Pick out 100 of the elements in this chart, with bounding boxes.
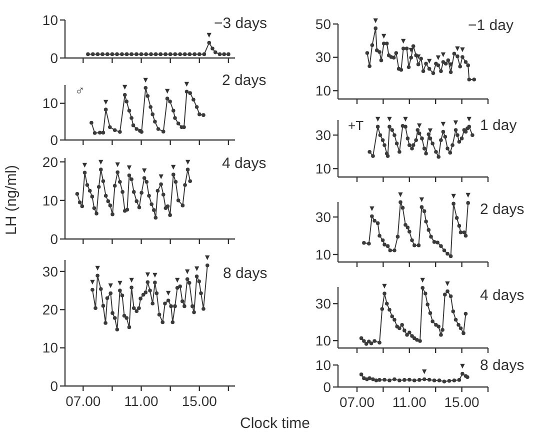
point — [182, 304, 186, 308]
y-tick-label: 0 — [50, 50, 58, 66]
point — [118, 130, 122, 134]
point — [464, 60, 468, 64]
point — [402, 378, 406, 382]
annotation: ▼ — [452, 118, 460, 127]
annotation: ▼ — [372, 16, 380, 26]
point — [92, 206, 96, 210]
point — [421, 69, 426, 74]
point — [130, 52, 134, 56]
point — [130, 177, 134, 182]
point — [101, 130, 106, 135]
point — [439, 69, 443, 74]
point — [368, 150, 372, 154]
point — [166, 298, 170, 302]
point — [222, 52, 226, 56]
annotation: ▼ — [169, 162, 178, 172]
point — [466, 201, 470, 205]
x-tick-label: 15.00 — [182, 393, 218, 409]
point — [124, 100, 129, 104]
point — [378, 340, 382, 345]
annotation: ▼ — [183, 266, 192, 276]
point — [451, 310, 456, 314]
point — [118, 288, 122, 292]
point — [130, 116, 134, 120]
point — [199, 291, 203, 296]
point — [105, 296, 110, 300]
point — [137, 205, 142, 210]
point — [422, 209, 426, 214]
point — [90, 120, 94, 125]
x-axis-title: Clock time — [240, 415, 310, 432]
point — [424, 220, 428, 224]
point — [183, 183, 187, 187]
point — [376, 124, 380, 129]
point — [187, 281, 192, 285]
annotation: ▼ — [205, 30, 214, 40]
point — [185, 277, 190, 281]
point — [80, 204, 84, 208]
point — [190, 304, 194, 308]
point — [194, 274, 199, 278]
point — [198, 52, 202, 56]
point — [422, 377, 426, 382]
point — [427, 378, 432, 382]
point — [152, 208, 156, 212]
point — [192, 52, 197, 56]
point — [436, 240, 440, 244]
chart-title: 4 days — [222, 155, 266, 172]
chart-title: 1 day — [480, 117, 518, 134]
x-tick-label: 07.00 — [339, 394, 375, 410]
point — [158, 52, 163, 56]
point — [156, 127, 160, 131]
x-tick-label: 15.00 — [444, 394, 480, 410]
point — [409, 56, 413, 60]
point — [150, 112, 155, 116]
point — [422, 146, 426, 150]
point — [446, 289, 450, 294]
point — [106, 52, 110, 56]
point — [398, 378, 402, 382]
point — [401, 46, 406, 50]
annotation: ▼ — [415, 121, 424, 130]
y-tick-label: 30 — [315, 296, 332, 312]
point — [131, 123, 136, 128]
point — [362, 240, 366, 245]
point — [420, 136, 424, 140]
point — [423, 292, 428, 296]
point — [418, 339, 422, 343]
annotation: ▼ — [426, 126, 434, 136]
point — [452, 378, 456, 382]
annotation: ▼ — [396, 190, 404, 199]
point — [400, 206, 405, 210]
point — [394, 51, 398, 55]
point — [118, 180, 122, 184]
chart-title: 8 days — [480, 357, 524, 374]
point — [115, 52, 119, 56]
point — [382, 143, 386, 148]
point — [171, 172, 176, 176]
point — [448, 254, 453, 258]
point — [368, 64, 372, 68]
annotation: ♂ — [75, 83, 85, 98]
annotation: ▼ — [173, 276, 182, 285]
point — [120, 52, 124, 56]
point — [454, 128, 458, 132]
point — [371, 377, 375, 382]
point — [392, 56, 396, 60]
point — [161, 130, 166, 134]
point — [96, 185, 101, 189]
point — [94, 212, 98, 216]
point — [186, 168, 190, 172]
point — [454, 318, 458, 322]
x-tick-label: 11.00 — [124, 393, 158, 409]
point — [428, 311, 432, 315]
point — [112, 184, 117, 188]
point — [454, 216, 459, 220]
point — [452, 52, 456, 56]
chart-title: 8 days — [223, 265, 268, 282]
point — [388, 378, 392, 382]
y-tick-label: 30 — [42, 263, 58, 280]
point — [202, 113, 206, 117]
point — [372, 218, 376, 223]
point — [168, 100, 172, 104]
